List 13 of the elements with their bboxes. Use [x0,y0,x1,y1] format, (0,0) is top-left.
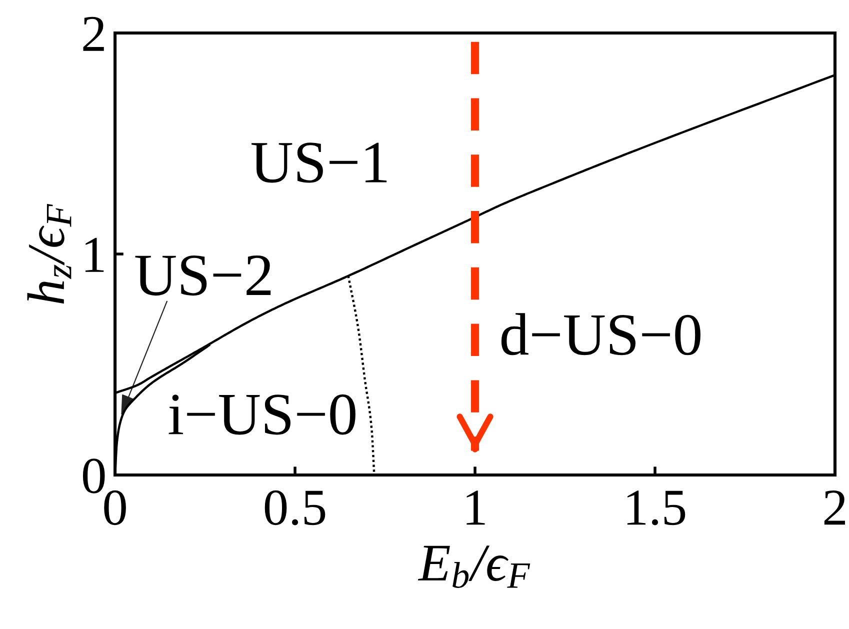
annotation: d−US−0 [501,313,700,356]
annotation: US−2 [135,255,271,296]
y-tick-label: 1 [86,238,104,272]
x-tick-label: 2 [824,490,846,525]
y-tick-label: 0 [82,458,105,494]
annotation: i−US−0 [168,394,356,435]
annotation: US−1 [252,142,387,183]
x-axis-title: E$_{b}$/ϵ$_{F}$ [418,546,530,588]
x-tick-label: 1.5 [627,490,686,526]
x-tick-label: 1 [466,490,485,525]
x-tick-label: 0.5 [264,490,326,526]
y-tick-label: 2 [83,16,104,51]
y-axis-title: h$_{z}$/ϵ$_{F}$ [27,204,72,304]
